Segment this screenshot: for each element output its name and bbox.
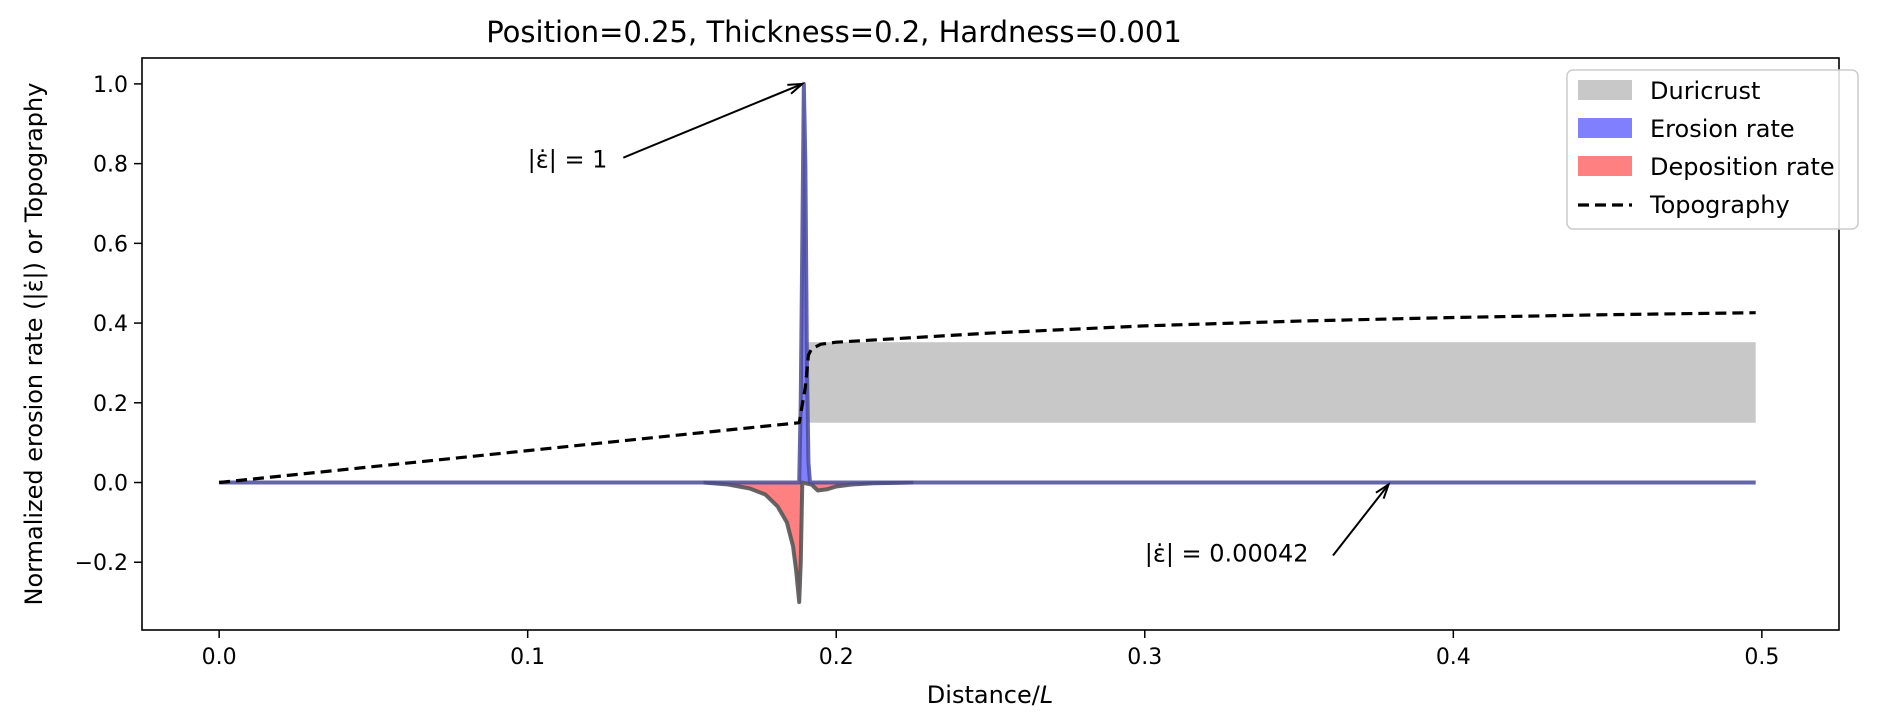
legend: Duricrust Erosion rate Deposition rate Topo… bbox=[1566, 69, 1859, 230]
y-tick-label: 0.2 bbox=[93, 392, 128, 417]
x-tick-label: 0.5 bbox=[1744, 645, 1779, 670]
legend-label: Erosion rate bbox=[1650, 115, 1795, 143]
x-tick-label: 0.3 bbox=[1127, 645, 1162, 670]
y-axis: −0.2 0.0 0.2 0.4 0.6 0.8 1.0 bbox=[75, 73, 142, 576]
y-tick-label: 0.4 bbox=[93, 312, 128, 337]
annotation-label: |ε̇| = 0.00042 bbox=[1145, 539, 1309, 567]
y-axis-label: Normalized erosion rate (|ε̇|) or Topogr… bbox=[20, 83, 48, 606]
erosion-fill bbox=[219, 83, 1756, 483]
deposition-rate-line bbox=[703, 480, 914, 605]
duricrust-band bbox=[805, 342, 1756, 423]
x-axis-label-text: Distance/ bbox=[927, 681, 1041, 709]
legend-swatch bbox=[1578, 156, 1632, 176]
x-axis: 0.0 0.1 0.2 0.3 0.4 0.5 bbox=[202, 630, 1779, 670]
topography-line bbox=[218, 311, 1756, 485]
legend-swatch bbox=[1578, 80, 1632, 100]
chart-title: Position=0.25, Thickness=0.2, Hardness=0… bbox=[486, 15, 1182, 49]
annotation-label: |ε̇| = 1 bbox=[528, 146, 608, 174]
erosion-rate-line bbox=[219, 81, 1756, 485]
deposition-fill bbox=[703, 482, 914, 603]
axes-frame bbox=[141, 57, 1840, 631]
annotation-arrow-head bbox=[1375, 482, 1391, 500]
y-tick-label: 1.0 bbox=[93, 73, 128, 98]
annotation-arrow-shaft bbox=[622, 82, 803, 159]
legend-label: Topography bbox=[1649, 191, 1790, 219]
y-tick-label: 0.6 bbox=[93, 232, 128, 257]
legend-swatch bbox=[1578, 118, 1632, 138]
x-tick-label: 0.2 bbox=[819, 645, 854, 670]
legend-label: Duricrust bbox=[1650, 77, 1760, 105]
legend-label: Deposition rate bbox=[1650, 153, 1835, 181]
annotation-arrow-head bbox=[787, 82, 806, 95]
y-tick-label: −0.2 bbox=[75, 551, 128, 576]
x-tick-label: 0.4 bbox=[1436, 645, 1471, 670]
legend-box bbox=[1566, 69, 1859, 230]
y-tick-label: 0.8 bbox=[93, 153, 128, 178]
annotation-arrow-shaft bbox=[1332, 483, 1390, 557]
x-axis-label-italic: L bbox=[1040, 681, 1053, 709]
y-tick-label: 0.0 bbox=[93, 472, 128, 497]
x-tick-label: 0.0 bbox=[202, 645, 237, 670]
annotations: |ε̇| = 1 |ε̇| = 0.00042 bbox=[528, 82, 1391, 567]
plot-area bbox=[218, 81, 1756, 605]
x-axis-label: Distance/L bbox=[927, 681, 1053, 709]
x-tick-label: 0.1 bbox=[510, 645, 545, 670]
